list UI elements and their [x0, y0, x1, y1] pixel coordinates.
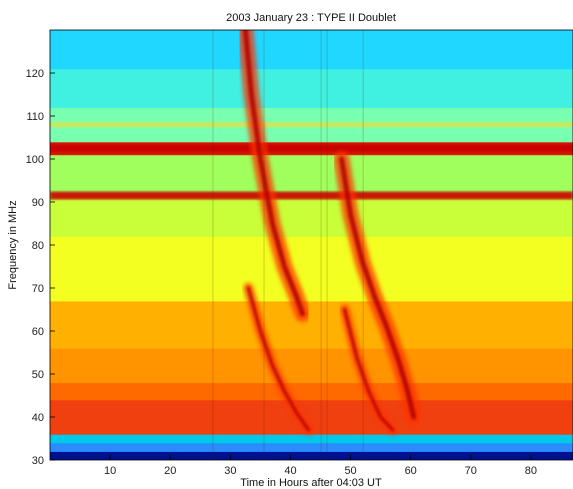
- background-bands: [50, 30, 573, 460]
- x-axis-label: Time in Hours after 04:03 UT: [240, 477, 382, 489]
- band-7: [50, 236, 573, 302]
- band-2: [50, 434, 573, 444]
- x-axis-ticks: 10 20 30 40 50 60 70 80: [104, 455, 537, 477]
- stripe-1: [263, 30, 265, 460]
- x-tick-label-7: 80: [525, 465, 537, 477]
- band-5: [50, 348, 573, 384]
- type-ii-bursts: [237, 30, 422, 435]
- x-tick-label-2: 30: [224, 465, 236, 477]
- plot-area: [50, 30, 573, 460]
- stripe-0: [212, 30, 214, 460]
- chart-title: 2003 January 23 : TYPE II Doublet: [226, 12, 396, 24]
- x-tick-label-0: 10: [104, 465, 116, 477]
- persistent-line-2: [50, 122, 573, 128]
- band-13: [50, 30, 573, 70]
- band-4: [50, 382, 573, 401]
- y-tick-label-1: 40: [32, 412, 44, 424]
- y-tick-label-2: 50: [32, 369, 44, 381]
- stripe-2: [320, 30, 322, 460]
- persistent-line-1: [50, 191, 573, 200]
- burst-core-3: [246, 286, 310, 432]
- x-tick-label-1: 20: [164, 465, 176, 477]
- burst-core-4: [343, 308, 395, 432]
- x-tick-label-4: 50: [344, 465, 356, 477]
- burst-core-2: [339, 156, 417, 420]
- band-6: [50, 300, 573, 349]
- y-tick-label-9: 120: [26, 68, 44, 80]
- x-tick-label-6: 70: [465, 465, 477, 477]
- y-tick-label-3: 60: [32, 326, 44, 338]
- persistent-line-0: [50, 144, 573, 153]
- band-8: [50, 193, 573, 237]
- y-tick-label-6: 90: [32, 197, 44, 209]
- persistent-lines: [50, 122, 573, 200]
- y-tick-label-7: 100: [26, 154, 44, 166]
- band-9: [50, 154, 573, 194]
- x-tick-label-5: 60: [405, 465, 417, 477]
- y-axis-label: Frequency in MHz: [7, 200, 19, 289]
- band-0: [50, 451, 573, 460]
- stripe-3: [326, 30, 328, 460]
- band-1: [50, 442, 573, 452]
- y-tick-label-0: 30: [32, 455, 44, 467]
- y-tick-label-4: 70: [32, 283, 44, 295]
- x-tick-label-3: 40: [284, 465, 296, 477]
- y-tick-label-8: 110: [26, 111, 44, 123]
- stripe-4: [362, 30, 364, 460]
- band-12: [50, 68, 573, 108]
- interference-stripes: [212, 30, 364, 460]
- y-tick-label-5: 80: [32, 240, 44, 252]
- burst-core-1: [242, 30, 305, 317]
- y-axis-ticks: 30 40 50 60 70 80 90 100 110 120: [26, 68, 55, 467]
